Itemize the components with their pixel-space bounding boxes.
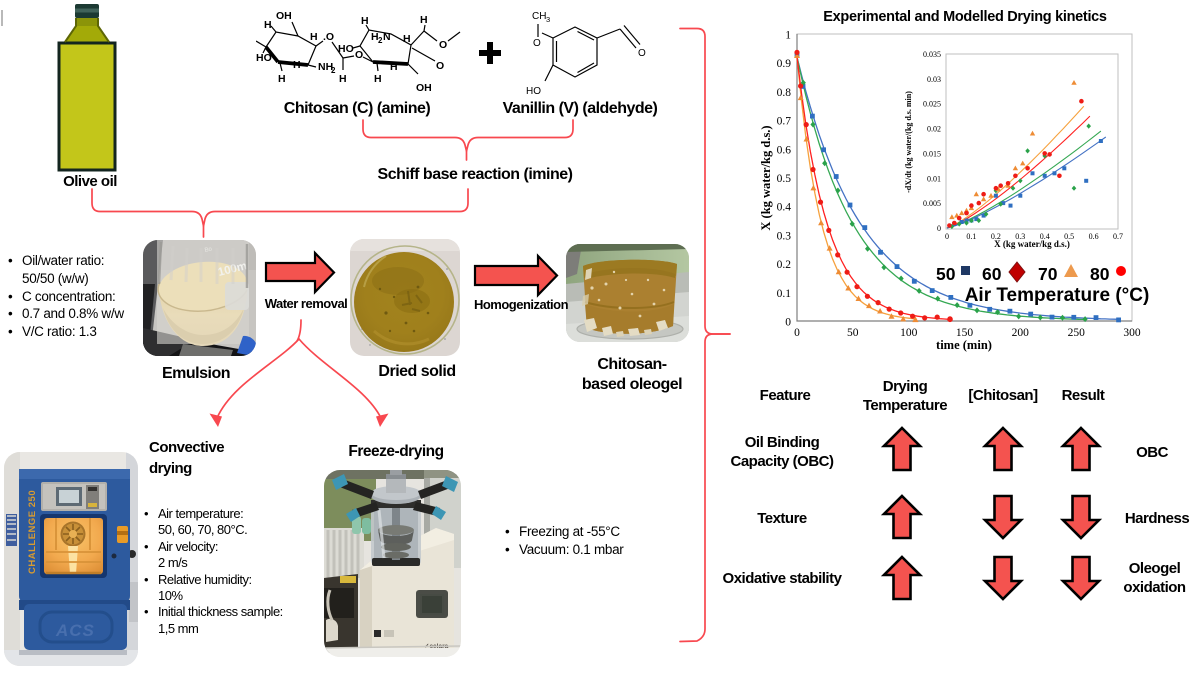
svg-text:0.9: 0.9 (777, 58, 792, 70)
svg-text:H: H (420, 14, 428, 26)
svg-text:H: H (403, 33, 411, 45)
svg-text:X (kg water/kg d.s.): X (kg water/kg d.s.) (759, 125, 773, 230)
svg-text:0.5: 0.5 (1064, 232, 1074, 241)
svg-text:N: N (383, 31, 391, 43)
svg-text:Air Temperature (°C): Air Temperature (°C) (965, 285, 1150, 306)
svg-text:0.7: 0.7 (1113, 232, 1123, 241)
svg-text:.O: .O (323, 31, 334, 43)
svg-text:O: O (439, 39, 447, 51)
svg-text:H: H (278, 73, 286, 85)
svg-text:50: 50 (936, 264, 956, 284)
svg-text:60: 60 (982, 264, 1002, 284)
svg-text:CHALLENGE 250: CHALLENGE 250 (27, 490, 38, 574)
svg-text:1: 1 (785, 30, 791, 42)
svg-text:H: H (390, 61, 398, 73)
svg-text:300: 300 (1123, 327, 1141, 339)
svg-text:0.5: 0.5 (777, 173, 792, 185)
svg-text:0.015: 0.015 (923, 149, 941, 158)
svg-text:H: H (293, 59, 301, 71)
svg-text:2: 2 (331, 66, 336, 75)
svg-text:Bo: Bo (204, 246, 213, 254)
svg-text:X (kg water/kg d.s.): X (kg water/kg d.s.) (994, 239, 1070, 249)
svg-text:0.2: 0.2 (777, 259, 792, 271)
svg-text:H: H (339, 73, 347, 85)
svg-text:time (min): time (min) (936, 338, 992, 352)
svg-text:O: O (638, 48, 646, 59)
svg-text:0.8: 0.8 (777, 87, 792, 99)
svg-text:0.02: 0.02 (927, 125, 941, 134)
svg-text:H: H (374, 73, 382, 85)
svg-text:OH: OH (416, 82, 432, 94)
svg-text:0.025: 0.025 (923, 100, 941, 109)
svg-text:70: 70 (1038, 264, 1058, 284)
svg-text:0.2: 0.2 (991, 232, 1001, 241)
svg-text:150: 150 (956, 327, 974, 339)
svg-text:HO: HO (256, 52, 272, 64)
svg-text:0.7: 0.7 (777, 116, 792, 128)
svg-text:CH: CH (532, 11, 546, 22)
svg-text:O: O (533, 38, 541, 49)
svg-text:0.01: 0.01 (927, 174, 941, 183)
svg-text:2: 2 (378, 36, 383, 45)
svg-text:OH: OH (276, 10, 292, 22)
svg-text:H: H (371, 31, 379, 43)
svg-text:0.4: 0.4 (777, 202, 792, 214)
svg-text:0.005: 0.005 (923, 199, 941, 208)
svg-text:O: O (436, 60, 444, 72)
svg-text:250: 250 (1068, 327, 1086, 339)
svg-text:0.6: 0.6 (777, 144, 792, 156)
svg-text:ACS: ACS (55, 621, 95, 640)
svg-text:50: 50 (847, 327, 859, 339)
svg-text:100: 100 (900, 327, 918, 339)
svg-text:0.1: 0.1 (966, 232, 976, 241)
svg-text:0: 0 (945, 232, 949, 241)
svg-text:0: 0 (785, 317, 791, 329)
svg-text:HO: HO (526, 86, 541, 97)
svg-text:0: 0 (794, 327, 800, 339)
svg-text:3: 3 (546, 15, 550, 24)
svg-text:0.3: 0.3 (777, 230, 792, 242)
svg-text:0: 0 (937, 224, 941, 233)
svg-text:200: 200 (1012, 327, 1030, 339)
svg-text:0.4: 0.4 (1040, 232, 1050, 241)
svg-text:H: H (310, 31, 318, 43)
svg-text:H: H (264, 19, 272, 31)
svg-text:0.035: 0.035 (923, 50, 941, 59)
svg-text:80: 80 (1090, 264, 1110, 284)
svg-text:-dX/dt (kg water/(kg d.s. min): -dX/dt (kg water/(kg d.s. min) (904, 91, 913, 193)
svg-text:H: H (361, 15, 369, 27)
svg-text:NH: NH (318, 61, 333, 73)
svg-text:0.03: 0.03 (927, 75, 941, 84)
svg-text:0.6: 0.6 (1089, 232, 1099, 241)
svg-text:0.3: 0.3 (1015, 232, 1025, 241)
svg-text:HO: HO (338, 43, 354, 55)
svg-text:0.1: 0.1 (777, 288, 792, 300)
svg-text:O: O (355, 49, 363, 61)
